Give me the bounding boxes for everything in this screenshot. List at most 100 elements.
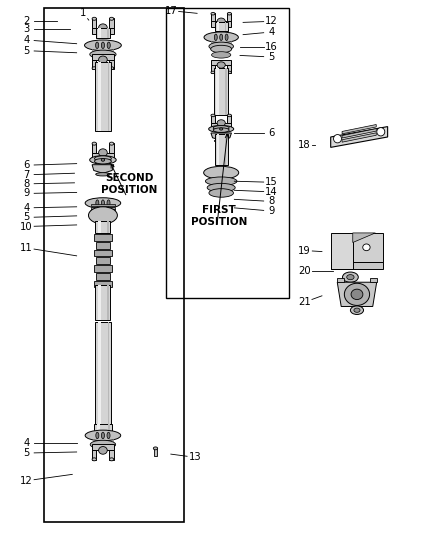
Bar [98, 285, 101, 320]
Bar [211, 13, 215, 21]
Ellipse shape [102, 432, 104, 439]
Ellipse shape [90, 208, 116, 216]
Bar [110, 60, 114, 69]
Polygon shape [331, 127, 388, 147]
Polygon shape [92, 165, 114, 173]
Bar [94, 424, 112, 434]
Bar [94, 249, 112, 256]
Text: FIRST
POSITION: FIRST POSITION [191, 205, 247, 227]
Bar [92, 143, 96, 153]
Text: 13: 13 [189, 453, 201, 462]
Ellipse shape [96, 432, 99, 439]
Bar [216, 68, 219, 115]
Bar [107, 221, 109, 233]
Ellipse shape [107, 432, 110, 439]
Text: 6: 6 [23, 160, 29, 170]
Text: 4: 4 [23, 439, 29, 448]
Bar [92, 450, 96, 460]
Bar [215, 22, 228, 31]
Bar [110, 18, 114, 28]
Ellipse shape [96, 200, 99, 206]
Polygon shape [331, 233, 353, 269]
Text: 15: 15 [265, 177, 278, 187]
Ellipse shape [214, 34, 217, 41]
Ellipse shape [334, 134, 342, 143]
Ellipse shape [213, 126, 229, 130]
Ellipse shape [99, 149, 107, 157]
Bar [107, 322, 109, 426]
Bar [216, 134, 219, 165]
Bar [91, 209, 115, 212]
Bar [110, 143, 114, 153]
Text: 4: 4 [23, 35, 29, 45]
Ellipse shape [211, 45, 232, 53]
Text: 3: 3 [23, 25, 29, 34]
Ellipse shape [211, 12, 215, 15]
Text: 7: 7 [23, 170, 29, 180]
Ellipse shape [363, 244, 370, 251]
Ellipse shape [207, 183, 235, 192]
Ellipse shape [377, 127, 385, 136]
Ellipse shape [209, 189, 233, 197]
Ellipse shape [90, 440, 116, 449]
Text: 2: 2 [23, 17, 29, 26]
Bar [211, 65, 215, 73]
Bar [110, 450, 114, 460]
Ellipse shape [95, 158, 111, 164]
Text: 11: 11 [20, 243, 33, 253]
Bar [92, 444, 114, 450]
Ellipse shape [217, 120, 225, 126]
Ellipse shape [90, 156, 116, 164]
Bar [98, 28, 101, 38]
Bar [94, 265, 112, 272]
Bar [98, 221, 101, 233]
Ellipse shape [209, 42, 233, 51]
Text: 5: 5 [268, 52, 275, 62]
Bar [96, 28, 110, 38]
Ellipse shape [343, 272, 358, 282]
Text: 1: 1 [80, 9, 86, 18]
Ellipse shape [227, 12, 231, 15]
Ellipse shape [204, 32, 238, 43]
Text: 12: 12 [265, 17, 278, 26]
Bar [92, 153, 114, 159]
Ellipse shape [99, 447, 107, 454]
Text: 5: 5 [23, 448, 29, 458]
Ellipse shape [110, 67, 114, 70]
Ellipse shape [354, 308, 360, 312]
Ellipse shape [153, 447, 158, 450]
Text: SECOND
POSITION: SECOND POSITION [101, 173, 157, 195]
Ellipse shape [95, 156, 111, 161]
Bar [95, 322, 110, 426]
Ellipse shape [92, 17, 96, 20]
Text: 8: 8 [23, 179, 29, 189]
Ellipse shape [212, 52, 231, 58]
Polygon shape [342, 133, 376, 142]
Bar [94, 281, 112, 287]
Ellipse shape [107, 42, 110, 49]
Ellipse shape [217, 18, 225, 25]
Polygon shape [342, 125, 376, 134]
Ellipse shape [110, 17, 114, 20]
Ellipse shape [85, 198, 121, 208]
Bar [216, 22, 219, 31]
Text: 5: 5 [23, 46, 29, 55]
Ellipse shape [88, 207, 117, 224]
Bar [94, 234, 112, 241]
Polygon shape [353, 233, 383, 262]
Ellipse shape [92, 142, 96, 145]
Bar [96, 273, 110, 279]
Bar [95, 221, 110, 233]
Bar [97, 424, 100, 434]
Text: 10: 10 [20, 222, 32, 231]
Text: 21: 21 [298, 297, 311, 307]
Ellipse shape [110, 142, 114, 145]
Ellipse shape [208, 125, 234, 133]
Bar [92, 60, 96, 69]
Ellipse shape [219, 128, 223, 130]
Text: 9: 9 [23, 189, 29, 198]
Polygon shape [331, 262, 383, 269]
Ellipse shape [95, 173, 110, 176]
Ellipse shape [101, 158, 105, 161]
Ellipse shape [85, 430, 121, 441]
